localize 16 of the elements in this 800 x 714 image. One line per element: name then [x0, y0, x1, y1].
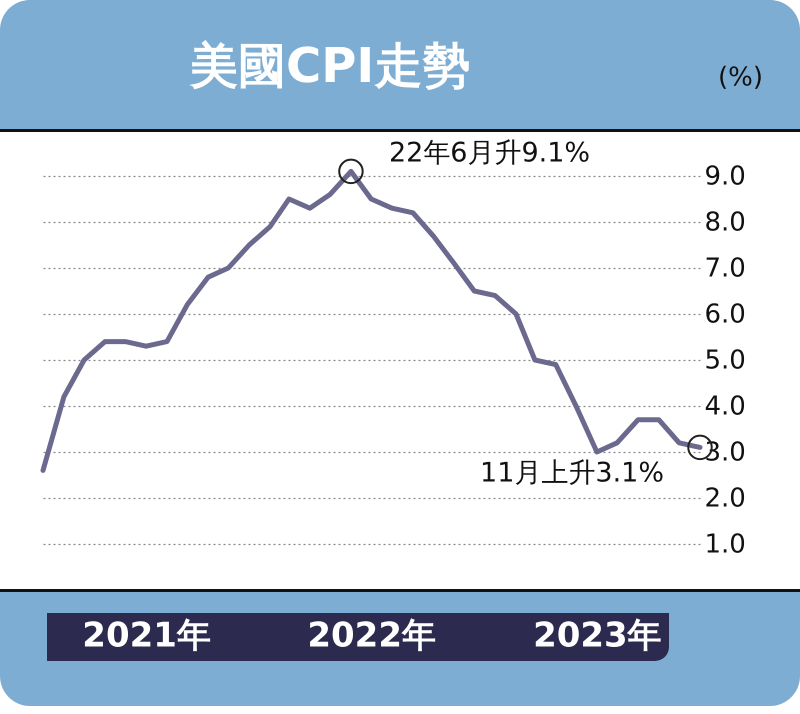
chart-title: 美國CPI走勢 [190, 37, 470, 96]
y-tick-label: 6.0 [704, 300, 746, 330]
annotation: 22年6月升9.1% [388, 137, 590, 168]
y-axis-title: (%) [718, 62, 763, 92]
x-tick-label: 2021年 [82, 616, 211, 656]
y-tick-label: 4.0 [704, 392, 746, 422]
y-tick-label: 5.0 [704, 346, 746, 376]
y-tick-label: 9.0 [704, 162, 746, 192]
annotation: 11月上升3.1% [480, 457, 664, 488]
y-tick-label: 1.0 [704, 530, 746, 560]
x-tick-label: 2022年 [307, 616, 436, 656]
y-tick-label: 8.0 [704, 208, 746, 238]
y-tick-label: 3.0 [704, 438, 746, 468]
y-tick-label: 2.0 [704, 484, 746, 514]
x-tick-label: 2023年 [533, 616, 662, 656]
y-tick-label: 7.0 [704, 254, 746, 284]
